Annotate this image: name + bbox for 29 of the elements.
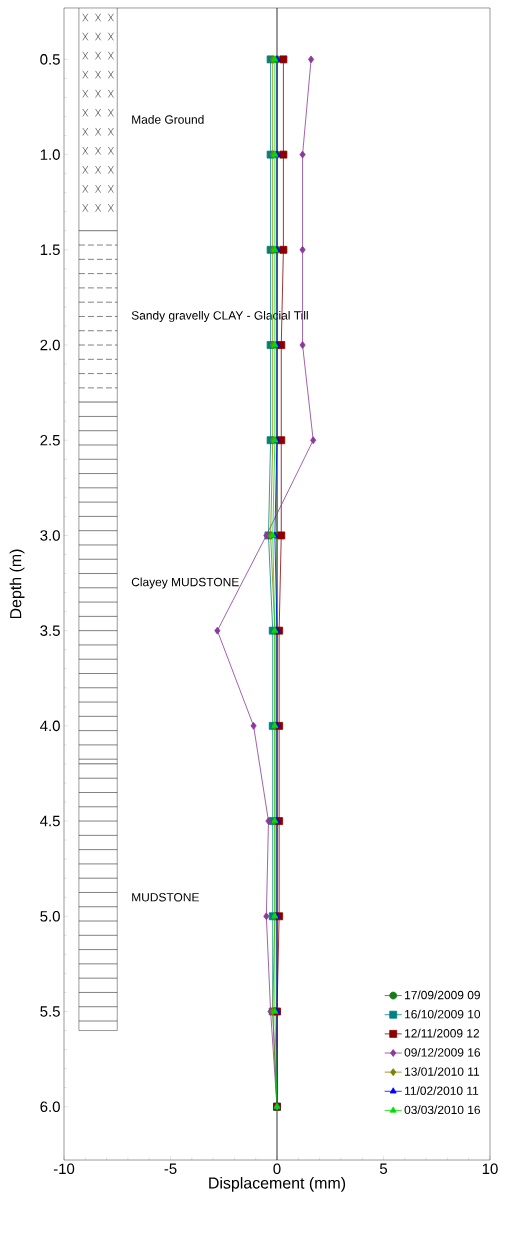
y-tick-label: 5.0	[40, 910, 60, 922]
y-tick-label: 3.5	[40, 625, 60, 636]
x-tick-label: 10	[482, 1163, 498, 1175]
legend-label: 12/11/2009 12	[405, 1028, 480, 1038]
legend-label: 13/01/2010 11	[405, 1067, 480, 1076]
y-tick-label: 1.5	[40, 244, 60, 256]
band-label: Made Ground	[132, 114, 204, 124]
x-tick-label: -5	[164, 1163, 177, 1174]
legend-label: 03/03/2010 16	[404, 1105, 481, 1115]
x-axis-title: Displacement (mm)	[209, 1176, 346, 1192]
x-tick-label: -10	[53, 1163, 75, 1175]
x-tick-label: 5	[379, 1163, 388, 1174]
x-tick-label: 0	[273, 1163, 281, 1175]
y-tick-label: 4.5	[40, 815, 60, 827]
y-tick-label: 6.0	[40, 1101, 60, 1112]
legend-label: 16/10/2009 10	[405, 1009, 481, 1019]
y-tick-label: 3.0	[40, 530, 60, 541]
y-tick-label: 5.5	[40, 1006, 60, 1017]
legend-label: 17/09/2009 09	[405, 990, 480, 1000]
y-tick-label: 2.0	[40, 339, 60, 351]
y-tick-label: 2.5	[40, 434, 60, 446]
band-label: Clayey MUDSTONE	[131, 577, 239, 589]
y-tick-label: 4.0	[40, 720, 60, 732]
band-label: MUDSTONE	[132, 893, 199, 902]
legend-label: 09/12/2009 16	[404, 1047, 481, 1057]
legend-label: 11/02/2010 11	[405, 1086, 479, 1095]
y-tick-label: 1.0	[40, 149, 60, 160]
y-axis-title: Depth (m)	[9, 549, 25, 619]
y-tick-label: 0.5	[40, 54, 60, 65]
